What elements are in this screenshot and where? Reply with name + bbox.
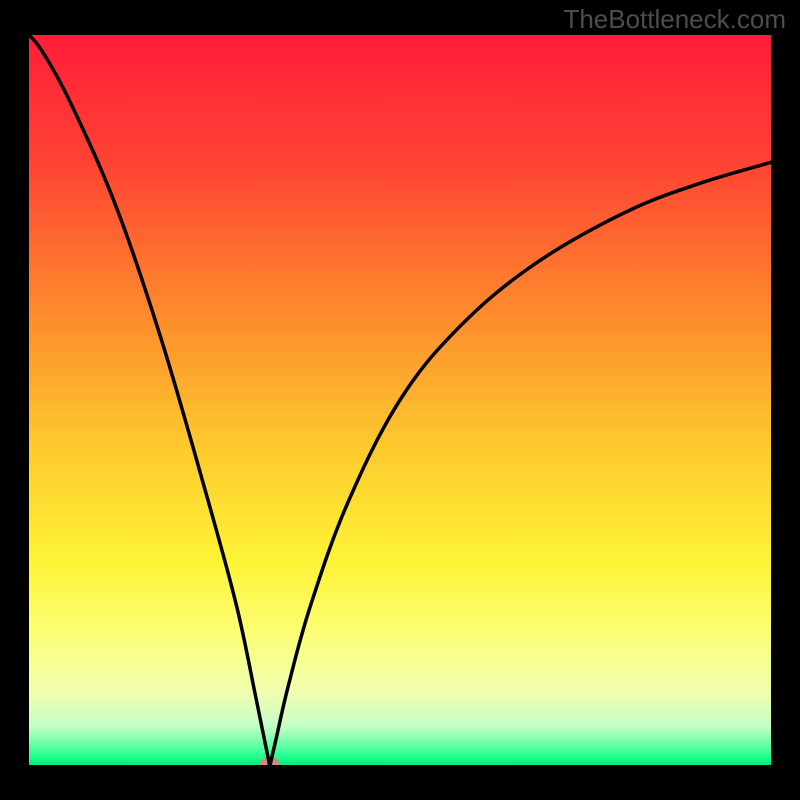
watermark-text: TheBottleneck.com [563, 4, 786, 35]
bottleneck-chart [0, 0, 800, 800]
